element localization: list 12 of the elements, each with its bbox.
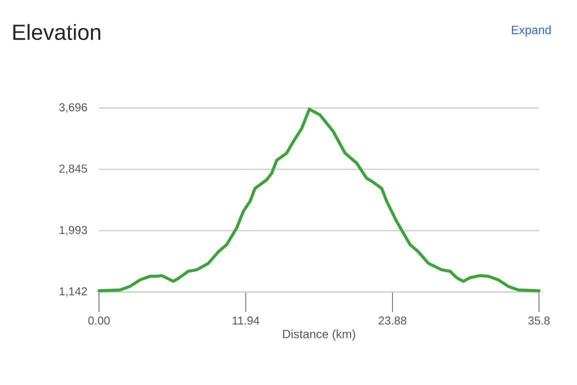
chart-title: Elevation — [13, 24, 100, 40]
x-axis-title: Distance (km) — [283, 329, 356, 341]
y-tick-label: 1,993 — [60, 226, 87, 236]
text: Expand — [512, 25, 551, 37]
line-series — [98, 108, 541, 292]
x-tick-label: 23.88 — [378, 316, 406, 325]
y-tick-label: 3,696 — [59, 103, 87, 113]
x-tick-label: 11.94 — [232, 316, 260, 325]
y-tick-label: 1,142 — [60, 287, 87, 297]
x-tick-label: 0.00 — [88, 316, 110, 325]
y-tick-label: 2,845 — [59, 164, 87, 174]
x-tick-label: 35.8 — [528, 316, 550, 325]
